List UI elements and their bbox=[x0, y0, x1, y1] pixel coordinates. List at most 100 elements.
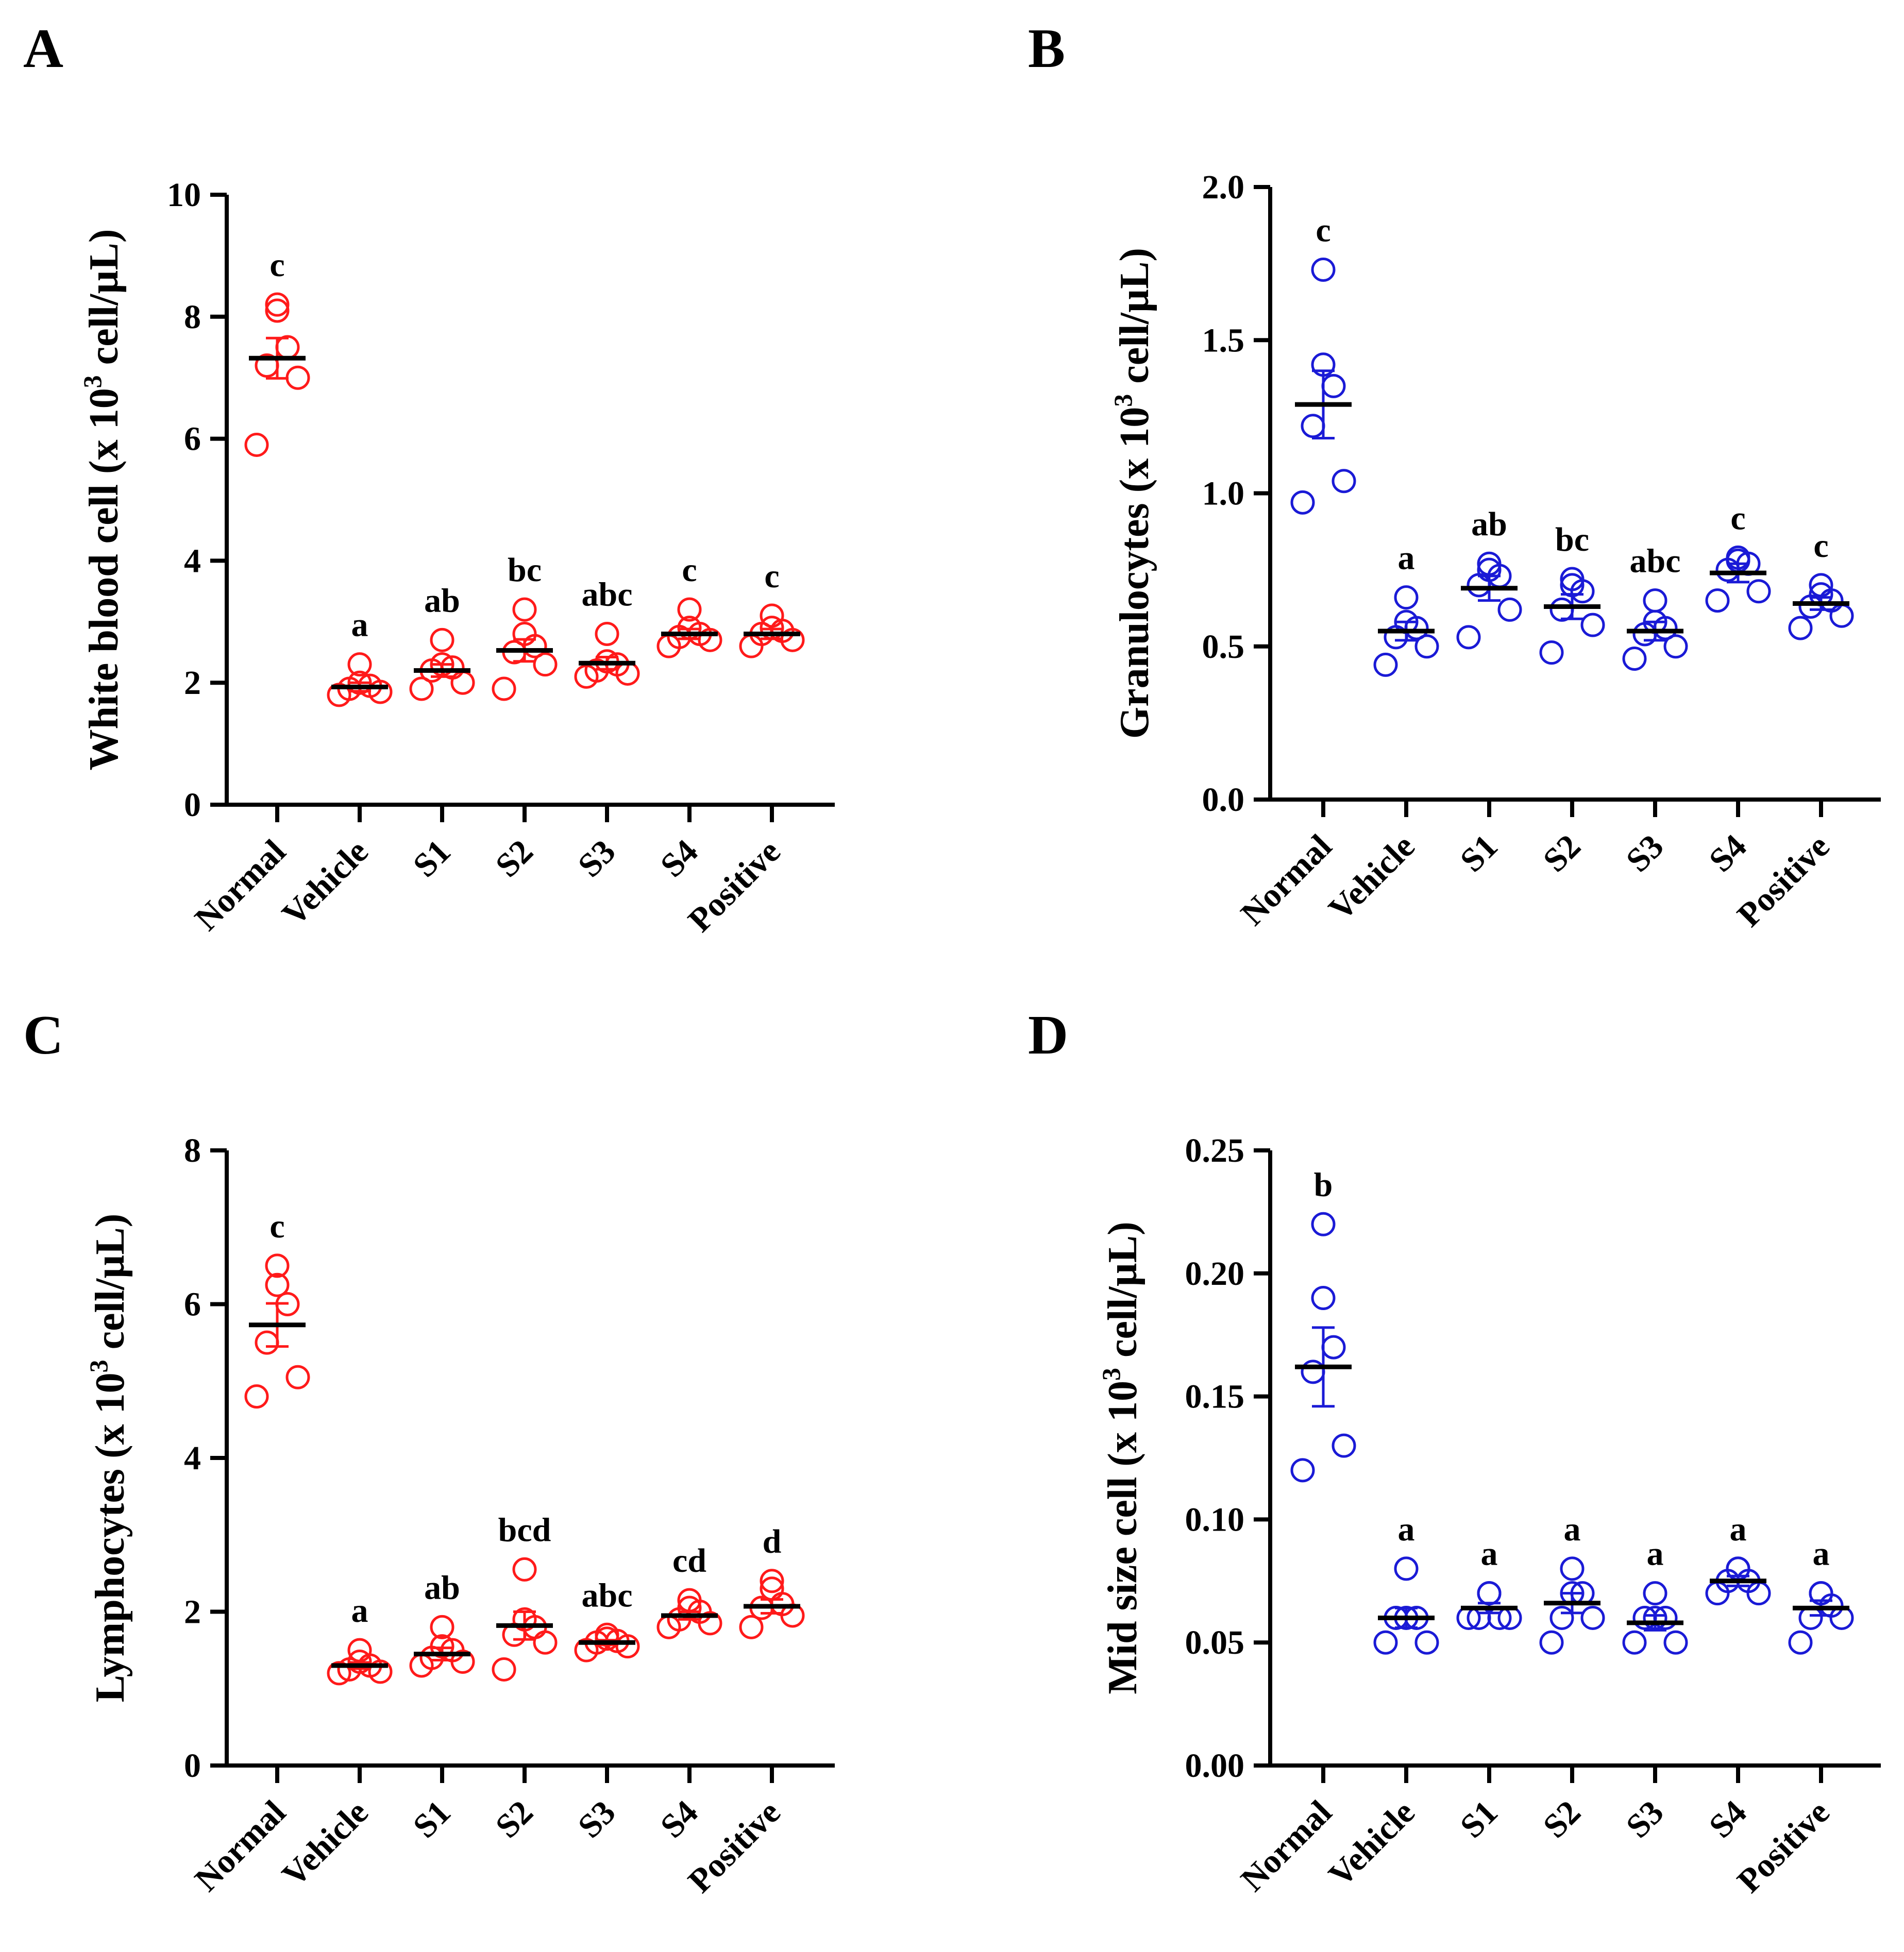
category-label: S2 bbox=[488, 833, 541, 885]
y-tick-label: 8 bbox=[184, 298, 201, 336]
category-label: S4 bbox=[653, 833, 705, 885]
significance-letter: d bbox=[763, 1523, 782, 1560]
panel-a: A 0 2 4 6 8 10 White blood cell (x 103 cell/µL)… bbox=[23, 18, 835, 939]
significance-letter: abc bbox=[582, 1576, 633, 1614]
data-point bbox=[1705, 588, 1730, 613]
y-tick-label: 0.25 bbox=[1185, 1132, 1245, 1169]
data-point bbox=[1663, 634, 1688, 659]
data-point bbox=[1643, 588, 1667, 613]
significance-letter: a bbox=[1813, 1535, 1830, 1573]
category-label: S2 bbox=[1536, 827, 1588, 879]
data-point bbox=[430, 1615, 454, 1639]
y-tick-label: 0 bbox=[184, 1747, 201, 1785]
data-point bbox=[1456, 625, 1481, 650]
significance-letter: a bbox=[1564, 1510, 1581, 1548]
significance-letter: c bbox=[764, 557, 779, 595]
data-point bbox=[1549, 1605, 1574, 1630]
data-point bbox=[1414, 1630, 1439, 1655]
y-tick-label: 0.00 bbox=[1185, 1747, 1245, 1785]
y-tick-label: 0.0 bbox=[1202, 781, 1245, 819]
data-point bbox=[1497, 597, 1522, 622]
y-axis-title: Lymphocytes (x 103 cell/µL) bbox=[84, 1214, 133, 1703]
data-point bbox=[275, 335, 300, 360]
significance-letter: c bbox=[1316, 212, 1330, 249]
significance-letter: bc bbox=[1555, 521, 1589, 558]
y-tick-label: 4 bbox=[184, 542, 201, 580]
data-point bbox=[265, 298, 290, 323]
data-point bbox=[1580, 1605, 1605, 1630]
significance-letter: bcd bbox=[498, 1511, 551, 1549]
data-point bbox=[1643, 1581, 1667, 1606]
significance-letter: a bbox=[1398, 1510, 1415, 1548]
data-point bbox=[1373, 1630, 1398, 1655]
data-point bbox=[1373, 652, 1398, 677]
panel-label: D bbox=[1028, 1005, 1068, 1066]
y-axis-title-pre: Lymphocytes (x 10 bbox=[88, 1372, 133, 1702]
y-tick-label: 2.0 bbox=[1202, 168, 1245, 206]
panel-label: A bbox=[23, 18, 63, 79]
category-label: Positive bbox=[681, 1793, 787, 1900]
data-point bbox=[327, 1661, 351, 1686]
panel-b: B 0.0 0.5 1.0 1.5 2.0 Granulocytes (x 103 cell… bbox=[1028, 18, 1881, 934]
y-tick-label: 10 bbox=[167, 176, 201, 214]
significance-letter: c bbox=[269, 1208, 284, 1245]
y-tick-label: 0.15 bbox=[1185, 1378, 1245, 1416]
data-point bbox=[409, 676, 434, 701]
data-point bbox=[1539, 640, 1564, 665]
y-tick-label: 0.05 bbox=[1185, 1624, 1245, 1661]
data-point bbox=[255, 1330, 279, 1355]
data-point bbox=[492, 1657, 516, 1682]
panel-label: B bbox=[1028, 18, 1065, 79]
data-point bbox=[265, 1253, 290, 1278]
significance-letter: abc bbox=[1630, 542, 1681, 580]
data-point bbox=[285, 365, 310, 390]
data-point bbox=[1580, 613, 1605, 637]
data-point bbox=[1332, 1433, 1356, 1458]
data-point bbox=[1290, 490, 1315, 515]
data-point bbox=[1549, 597, 1574, 622]
data-point bbox=[265, 1272, 290, 1297]
data-point bbox=[1332, 469, 1356, 494]
data-point bbox=[1560, 1556, 1585, 1581]
category-label: S3 bbox=[571, 833, 623, 885]
category-label: S2 bbox=[1536, 1793, 1588, 1845]
y-axis-title-sup: 3 bbox=[1108, 394, 1137, 407]
category-label: S1 bbox=[406, 833, 458, 885]
category-label: S3 bbox=[1619, 827, 1671, 879]
category-label: Normal bbox=[188, 833, 293, 938]
data-point bbox=[1622, 1630, 1647, 1655]
category-label: S4 bbox=[1702, 827, 1754, 879]
y-tick-label: 0.20 bbox=[1185, 1255, 1245, 1293]
category-label: Normal bbox=[1234, 1793, 1339, 1899]
category-label: Normal bbox=[188, 1793, 293, 1899]
significance-letter: a bbox=[351, 1592, 368, 1630]
y-axis-title-sup: 3 bbox=[78, 375, 107, 388]
data-point bbox=[430, 627, 454, 652]
category-label: S3 bbox=[571, 1793, 623, 1845]
data-point bbox=[1477, 1581, 1502, 1606]
significance-letter: c bbox=[1730, 499, 1745, 537]
y-tick-label: 6 bbox=[184, 420, 201, 458]
significance-letter: a bbox=[1647, 1535, 1664, 1573]
data-point bbox=[512, 1557, 537, 1582]
y-axis-title: Mid size cell (x 103 cell/µL) bbox=[1097, 1221, 1145, 1694]
category-label: S3 bbox=[1619, 1793, 1671, 1845]
data-point bbox=[1301, 414, 1325, 438]
data-point bbox=[492, 676, 516, 701]
significance-letter: c bbox=[1813, 527, 1828, 565]
data-point bbox=[595, 621, 619, 646]
significance-letter: c bbox=[269, 246, 284, 284]
data-point bbox=[1477, 551, 1502, 576]
data-point bbox=[1467, 573, 1491, 598]
category-label: S4 bbox=[653, 1793, 705, 1845]
category-label: Positive bbox=[681, 833, 787, 939]
data-point bbox=[450, 670, 475, 695]
significance-letter: ab bbox=[424, 1569, 460, 1606]
y-tick-label: 6 bbox=[184, 1286, 201, 1323]
data-point bbox=[1539, 1630, 1564, 1655]
y-axis-title-pre: White blood cell (x 10 bbox=[81, 388, 127, 770]
data-point bbox=[512, 597, 537, 622]
y-tick-label: 2 bbox=[184, 1593, 201, 1631]
data-point bbox=[1829, 603, 1854, 628]
